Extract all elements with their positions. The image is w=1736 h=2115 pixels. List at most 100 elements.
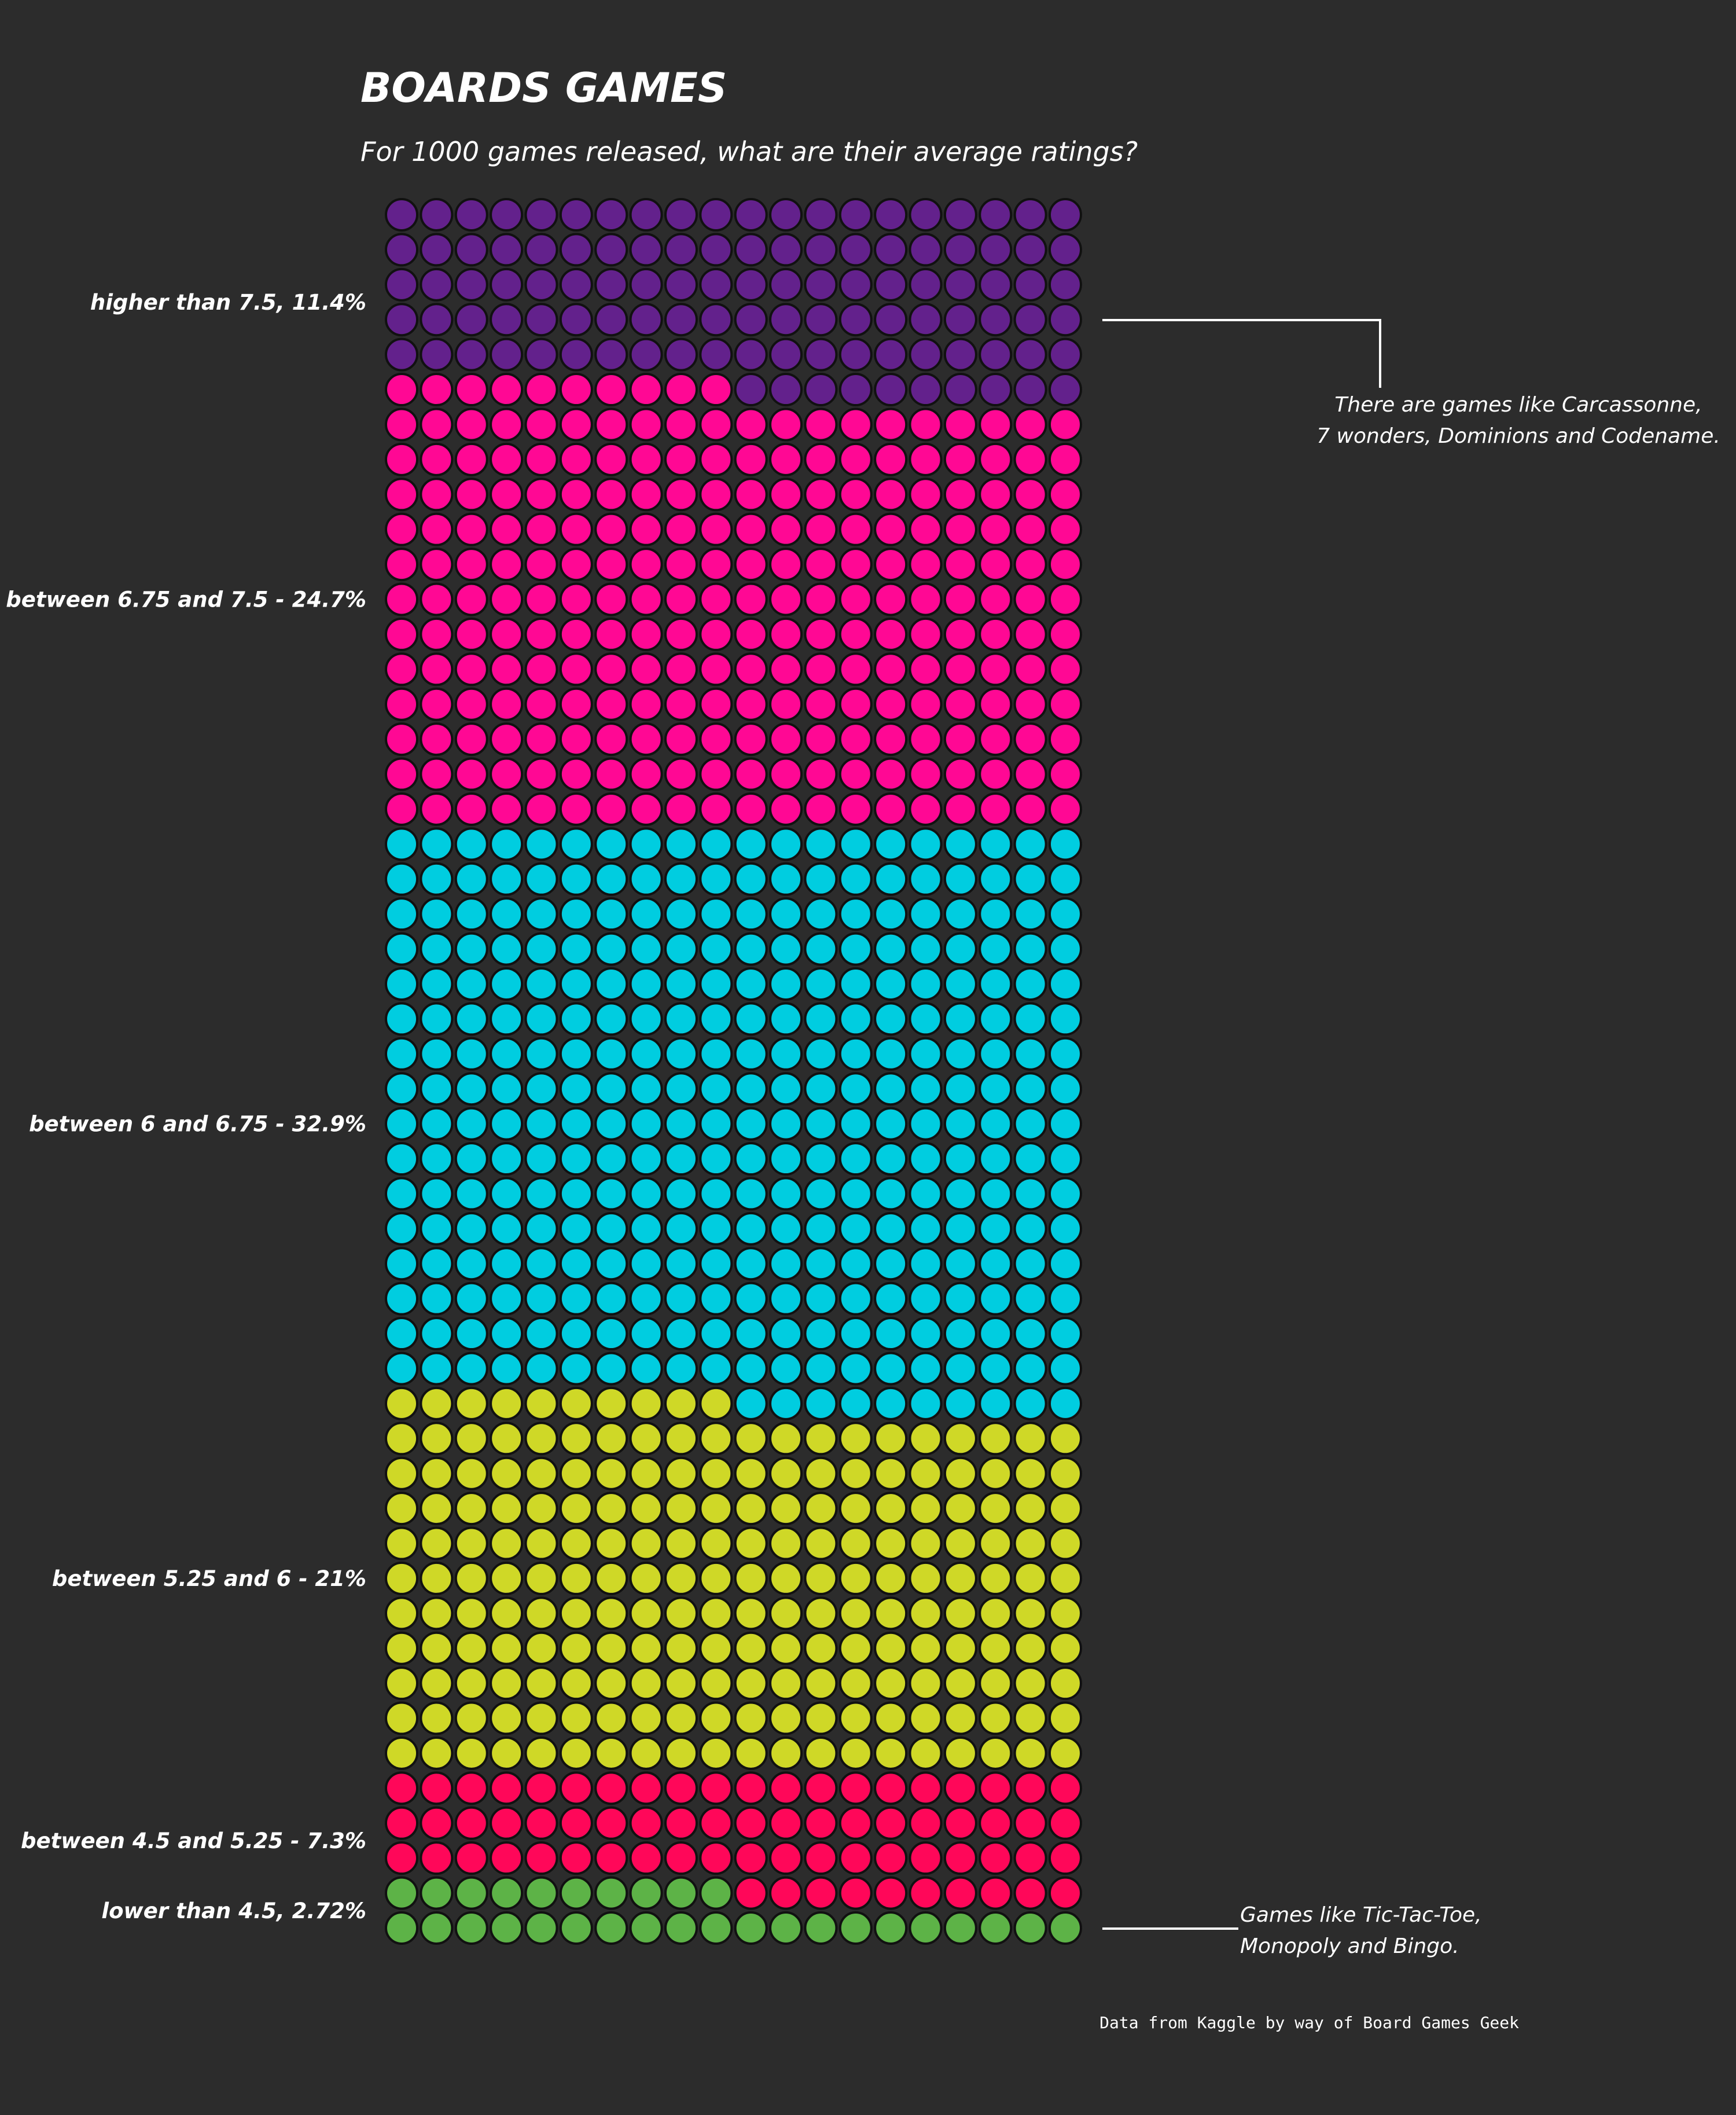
- waffle-dot: [699, 548, 733, 582]
- waffle-dot: [524, 1386, 558, 1420]
- waffle-dot: [804, 1352, 838, 1386]
- waffle-dot: [943, 442, 977, 476]
- waffle-dot: [594, 1456, 628, 1490]
- waffle-dot: [454, 267, 488, 302]
- waffle-dot: [699, 337, 733, 372]
- waffle-dot: [943, 512, 977, 546]
- waffle-dot: [524, 1631, 558, 1665]
- waffle-dot: [804, 1282, 838, 1316]
- waffle-dot: [804, 967, 838, 1001]
- waffle-dot: [524, 512, 558, 546]
- waffle-dot: [804, 1736, 838, 1770]
- waffle-dot: [874, 442, 908, 476]
- waffle-dot: [769, 652, 803, 686]
- waffle-dot: [1013, 1422, 1047, 1456]
- waffle-dot: [1013, 407, 1047, 442]
- waffle-dot: [909, 687, 943, 721]
- waffle-dot: [979, 827, 1013, 861]
- waffle-dot: [420, 548, 454, 582]
- waffle-dot: [734, 1771, 768, 1805]
- waffle-dot: [1013, 1492, 1047, 1526]
- waffle-dot: [838, 548, 873, 582]
- waffle-dot: [454, 1876, 488, 1910]
- waffle-dot: [943, 1282, 977, 1316]
- waffle-dot: [909, 1701, 943, 1735]
- waffle-dot: [454, 1211, 488, 1246]
- waffle-dot: [594, 1317, 628, 1351]
- waffle-dot: [804, 617, 838, 651]
- waffle-dot: [943, 897, 977, 931]
- waffle-dot: [385, 1386, 418, 1420]
- waffle-dot: [874, 897, 908, 931]
- waffle-dot: [490, 1911, 524, 1945]
- waffle-dot: [559, 862, 593, 896]
- waffle-dot: [699, 1596, 733, 1631]
- waffle-dot: [979, 1211, 1013, 1246]
- waffle-dot: [734, 1841, 768, 1875]
- waffle-dot: [769, 267, 803, 302]
- waffle-dot: [629, 1072, 663, 1106]
- waffle-dot: [559, 1736, 593, 1770]
- waffle-dot: [629, 1876, 663, 1910]
- waffle-dot: [385, 1771, 418, 1805]
- waffle-dot: [629, 337, 663, 372]
- waffle-dot: [909, 407, 943, 442]
- waffle-dot: [594, 1247, 628, 1281]
- waffle-dot: [420, 1386, 454, 1420]
- waffle-dot: [943, 617, 977, 651]
- waffle-dot: [769, 442, 803, 476]
- waffle-dot: [594, 1806, 628, 1840]
- waffle-dot: [699, 478, 733, 512]
- waffle-dot: [524, 722, 558, 757]
- waffle-dot: [490, 512, 524, 546]
- waffle-dot: [629, 1107, 663, 1141]
- waffle-dot: [594, 1211, 628, 1246]
- waffle-dot: [909, 337, 943, 372]
- waffle-dot: [804, 582, 838, 616]
- waffle-dot: [420, 478, 454, 512]
- waffle-dot: [909, 1317, 943, 1351]
- waffle-dot: [490, 652, 524, 686]
- waffle-dot: [1049, 548, 1082, 582]
- waffle-dot: [943, 1666, 977, 1701]
- waffle-dot: [524, 897, 558, 931]
- waffle-dot: [1013, 792, 1047, 826]
- waffle-dot: [454, 1282, 488, 1316]
- waffle-dot: [943, 1142, 977, 1176]
- waffle-dot: [524, 1841, 558, 1875]
- waffle-dot: [629, 1386, 663, 1420]
- waffle-dot: [385, 1317, 418, 1351]
- waffle-dot: [909, 652, 943, 686]
- waffle-dot: [490, 1247, 524, 1281]
- waffle-dot: [769, 1072, 803, 1106]
- waffle-dot: [874, 1771, 908, 1805]
- waffle-dot: [664, 1561, 698, 1595]
- waffle-dot: [420, 1107, 454, 1141]
- waffle-dot: [559, 582, 593, 616]
- waffle-dot: [1013, 862, 1047, 896]
- waffle-dot: [979, 1317, 1013, 1351]
- waffle-dot: [838, 1492, 873, 1526]
- waffle-dot: [664, 1771, 698, 1805]
- waffle-dot: [385, 267, 418, 302]
- waffle-dot: [943, 1352, 977, 1386]
- waffle-dot: [664, 1631, 698, 1665]
- chart-title: BOARDS GAMES: [361, 64, 727, 112]
- waffle-dot: [699, 1701, 733, 1735]
- waffle-dot: [909, 967, 943, 1001]
- waffle-dot: [594, 1876, 628, 1910]
- waffle-dot: [1049, 897, 1082, 931]
- waffle-dot: [734, 827, 768, 861]
- waffle-dot: [1049, 1247, 1082, 1281]
- waffle-dot: [664, 897, 698, 931]
- waffle-dot: [804, 1317, 838, 1351]
- waffle-dot: [699, 827, 733, 861]
- waffle-dot: [629, 1561, 663, 1595]
- waffle-dot: [734, 862, 768, 896]
- waffle-dot: [699, 1456, 733, 1490]
- waffle-dot: [874, 1211, 908, 1246]
- waffle-dot: [559, 233, 593, 267]
- waffle-dot: [1013, 1072, 1047, 1106]
- waffle-dot: [804, 1002, 838, 1036]
- waffle-dot: [943, 722, 977, 757]
